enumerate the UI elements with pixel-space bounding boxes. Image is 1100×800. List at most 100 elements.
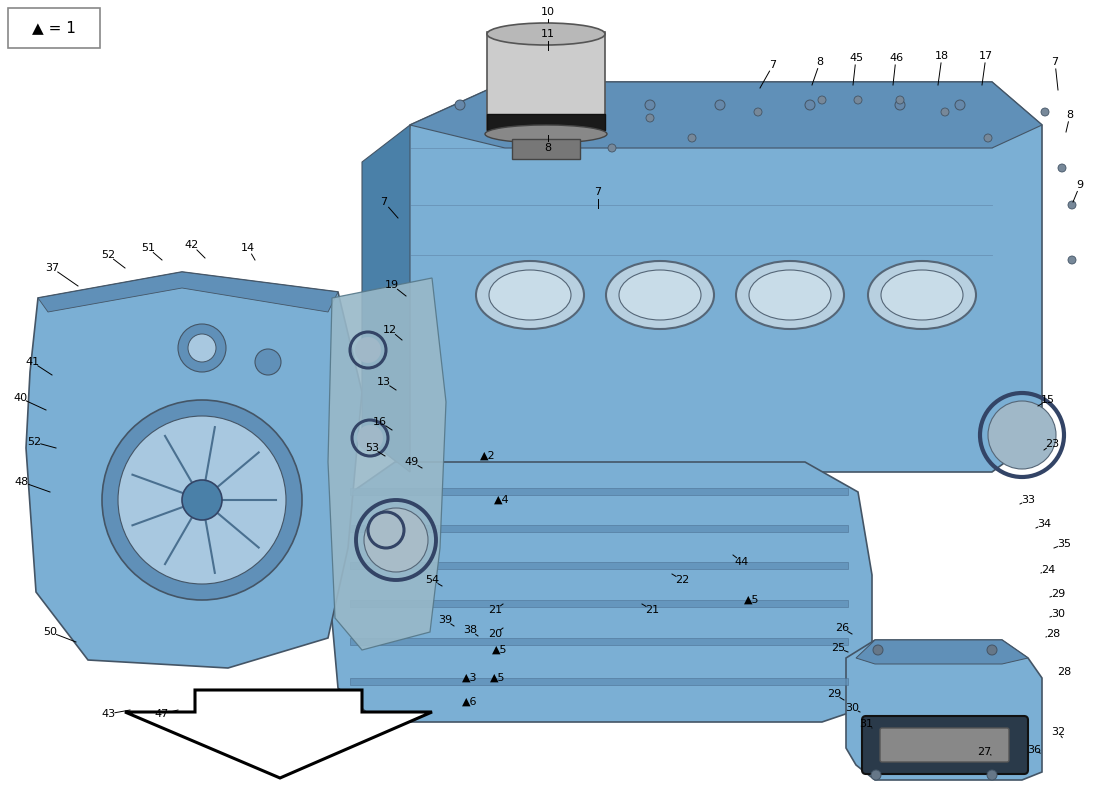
Circle shape	[1041, 108, 1049, 116]
Circle shape	[895, 100, 905, 110]
Ellipse shape	[487, 23, 605, 45]
Circle shape	[940, 108, 949, 116]
Circle shape	[182, 480, 222, 520]
Text: 25: 25	[830, 643, 845, 653]
Ellipse shape	[868, 261, 976, 329]
Circle shape	[188, 334, 216, 362]
Text: eurospares: eurospares	[600, 358, 801, 392]
Text: 36: 36	[1027, 745, 1041, 755]
FancyBboxPatch shape	[350, 678, 848, 685]
Polygon shape	[328, 278, 446, 650]
Text: 13: 13	[377, 377, 390, 387]
FancyBboxPatch shape	[350, 600, 848, 607]
Circle shape	[854, 96, 862, 104]
Circle shape	[455, 100, 465, 110]
Ellipse shape	[485, 125, 607, 143]
Text: 28: 28	[1046, 629, 1060, 639]
Text: ▲5: ▲5	[745, 595, 760, 605]
FancyBboxPatch shape	[487, 32, 605, 130]
Text: 17: 17	[979, 51, 993, 61]
Circle shape	[364, 508, 428, 572]
Text: 40: 40	[13, 393, 28, 403]
Polygon shape	[328, 462, 872, 722]
Text: 34: 34	[1037, 519, 1052, 529]
Text: 51: 51	[141, 243, 155, 253]
Text: 15: 15	[1041, 395, 1055, 405]
FancyBboxPatch shape	[487, 114, 605, 130]
FancyBboxPatch shape	[350, 525, 848, 532]
Polygon shape	[26, 272, 362, 668]
Text: 35: 35	[1057, 539, 1071, 549]
Text: 26: 26	[835, 623, 849, 633]
Text: ▲3: ▲3	[462, 673, 477, 683]
Circle shape	[715, 100, 725, 110]
Text: 33: 33	[1021, 495, 1035, 505]
Circle shape	[1068, 256, 1076, 264]
Text: 27: 27	[977, 747, 991, 757]
Text: 30: 30	[1050, 609, 1065, 619]
Text: 22: 22	[675, 575, 689, 585]
Text: a passion
for parts...: a passion for parts...	[466, 509, 597, 561]
Text: 28: 28	[1057, 667, 1071, 677]
Text: 8: 8	[544, 143, 551, 153]
Text: 30: 30	[845, 703, 859, 713]
Text: ▲2: ▲2	[481, 451, 496, 461]
Text: 18: 18	[935, 51, 949, 61]
Text: 44: 44	[735, 557, 749, 567]
Ellipse shape	[881, 270, 962, 320]
Circle shape	[754, 108, 762, 116]
Text: 29: 29	[827, 689, 842, 699]
Text: ▲5: ▲5	[493, 645, 508, 655]
Text: 24: 24	[1041, 565, 1055, 575]
Text: 23: 23	[1045, 439, 1059, 449]
Text: ▲4: ▲4	[494, 495, 509, 505]
Text: 52: 52	[26, 437, 41, 447]
Text: 10: 10	[541, 7, 556, 17]
FancyBboxPatch shape	[8, 8, 100, 48]
Text: 39: 39	[438, 615, 452, 625]
Text: 8: 8	[816, 57, 824, 67]
Ellipse shape	[490, 270, 571, 320]
Text: 8: 8	[1066, 110, 1074, 120]
Ellipse shape	[476, 261, 584, 329]
Text: 7: 7	[769, 60, 777, 70]
Circle shape	[896, 96, 904, 104]
Text: 31: 31	[859, 719, 873, 729]
Circle shape	[355, 337, 381, 363]
Circle shape	[987, 645, 997, 655]
Circle shape	[871, 770, 881, 780]
Text: 32: 32	[1050, 727, 1065, 737]
Text: 11: 11	[541, 29, 556, 39]
Text: 41: 41	[25, 357, 40, 367]
Circle shape	[178, 324, 226, 372]
Ellipse shape	[606, 261, 714, 329]
Text: 43: 43	[101, 709, 116, 719]
FancyBboxPatch shape	[350, 488, 848, 495]
Circle shape	[818, 96, 826, 104]
FancyBboxPatch shape	[512, 139, 580, 159]
Text: 7: 7	[381, 197, 387, 207]
Text: 38: 38	[463, 625, 477, 635]
Ellipse shape	[736, 261, 844, 329]
Circle shape	[805, 100, 815, 110]
Text: 9: 9	[1077, 180, 1084, 190]
FancyBboxPatch shape	[350, 562, 848, 569]
Text: ▲5: ▲5	[491, 673, 506, 683]
Circle shape	[955, 100, 965, 110]
Circle shape	[608, 144, 616, 152]
Circle shape	[556, 100, 565, 110]
Circle shape	[102, 400, 302, 600]
Text: 45: 45	[849, 53, 864, 63]
Text: 20: 20	[488, 629, 502, 639]
Circle shape	[988, 401, 1056, 469]
Text: 12: 12	[383, 325, 397, 335]
Text: 19: 19	[385, 280, 399, 290]
Circle shape	[118, 416, 286, 584]
FancyBboxPatch shape	[350, 638, 848, 645]
Text: 46: 46	[889, 53, 903, 63]
Text: 21: 21	[645, 605, 659, 615]
Circle shape	[1058, 164, 1066, 172]
Circle shape	[646, 114, 654, 122]
Circle shape	[645, 100, 654, 110]
Polygon shape	[125, 690, 432, 778]
